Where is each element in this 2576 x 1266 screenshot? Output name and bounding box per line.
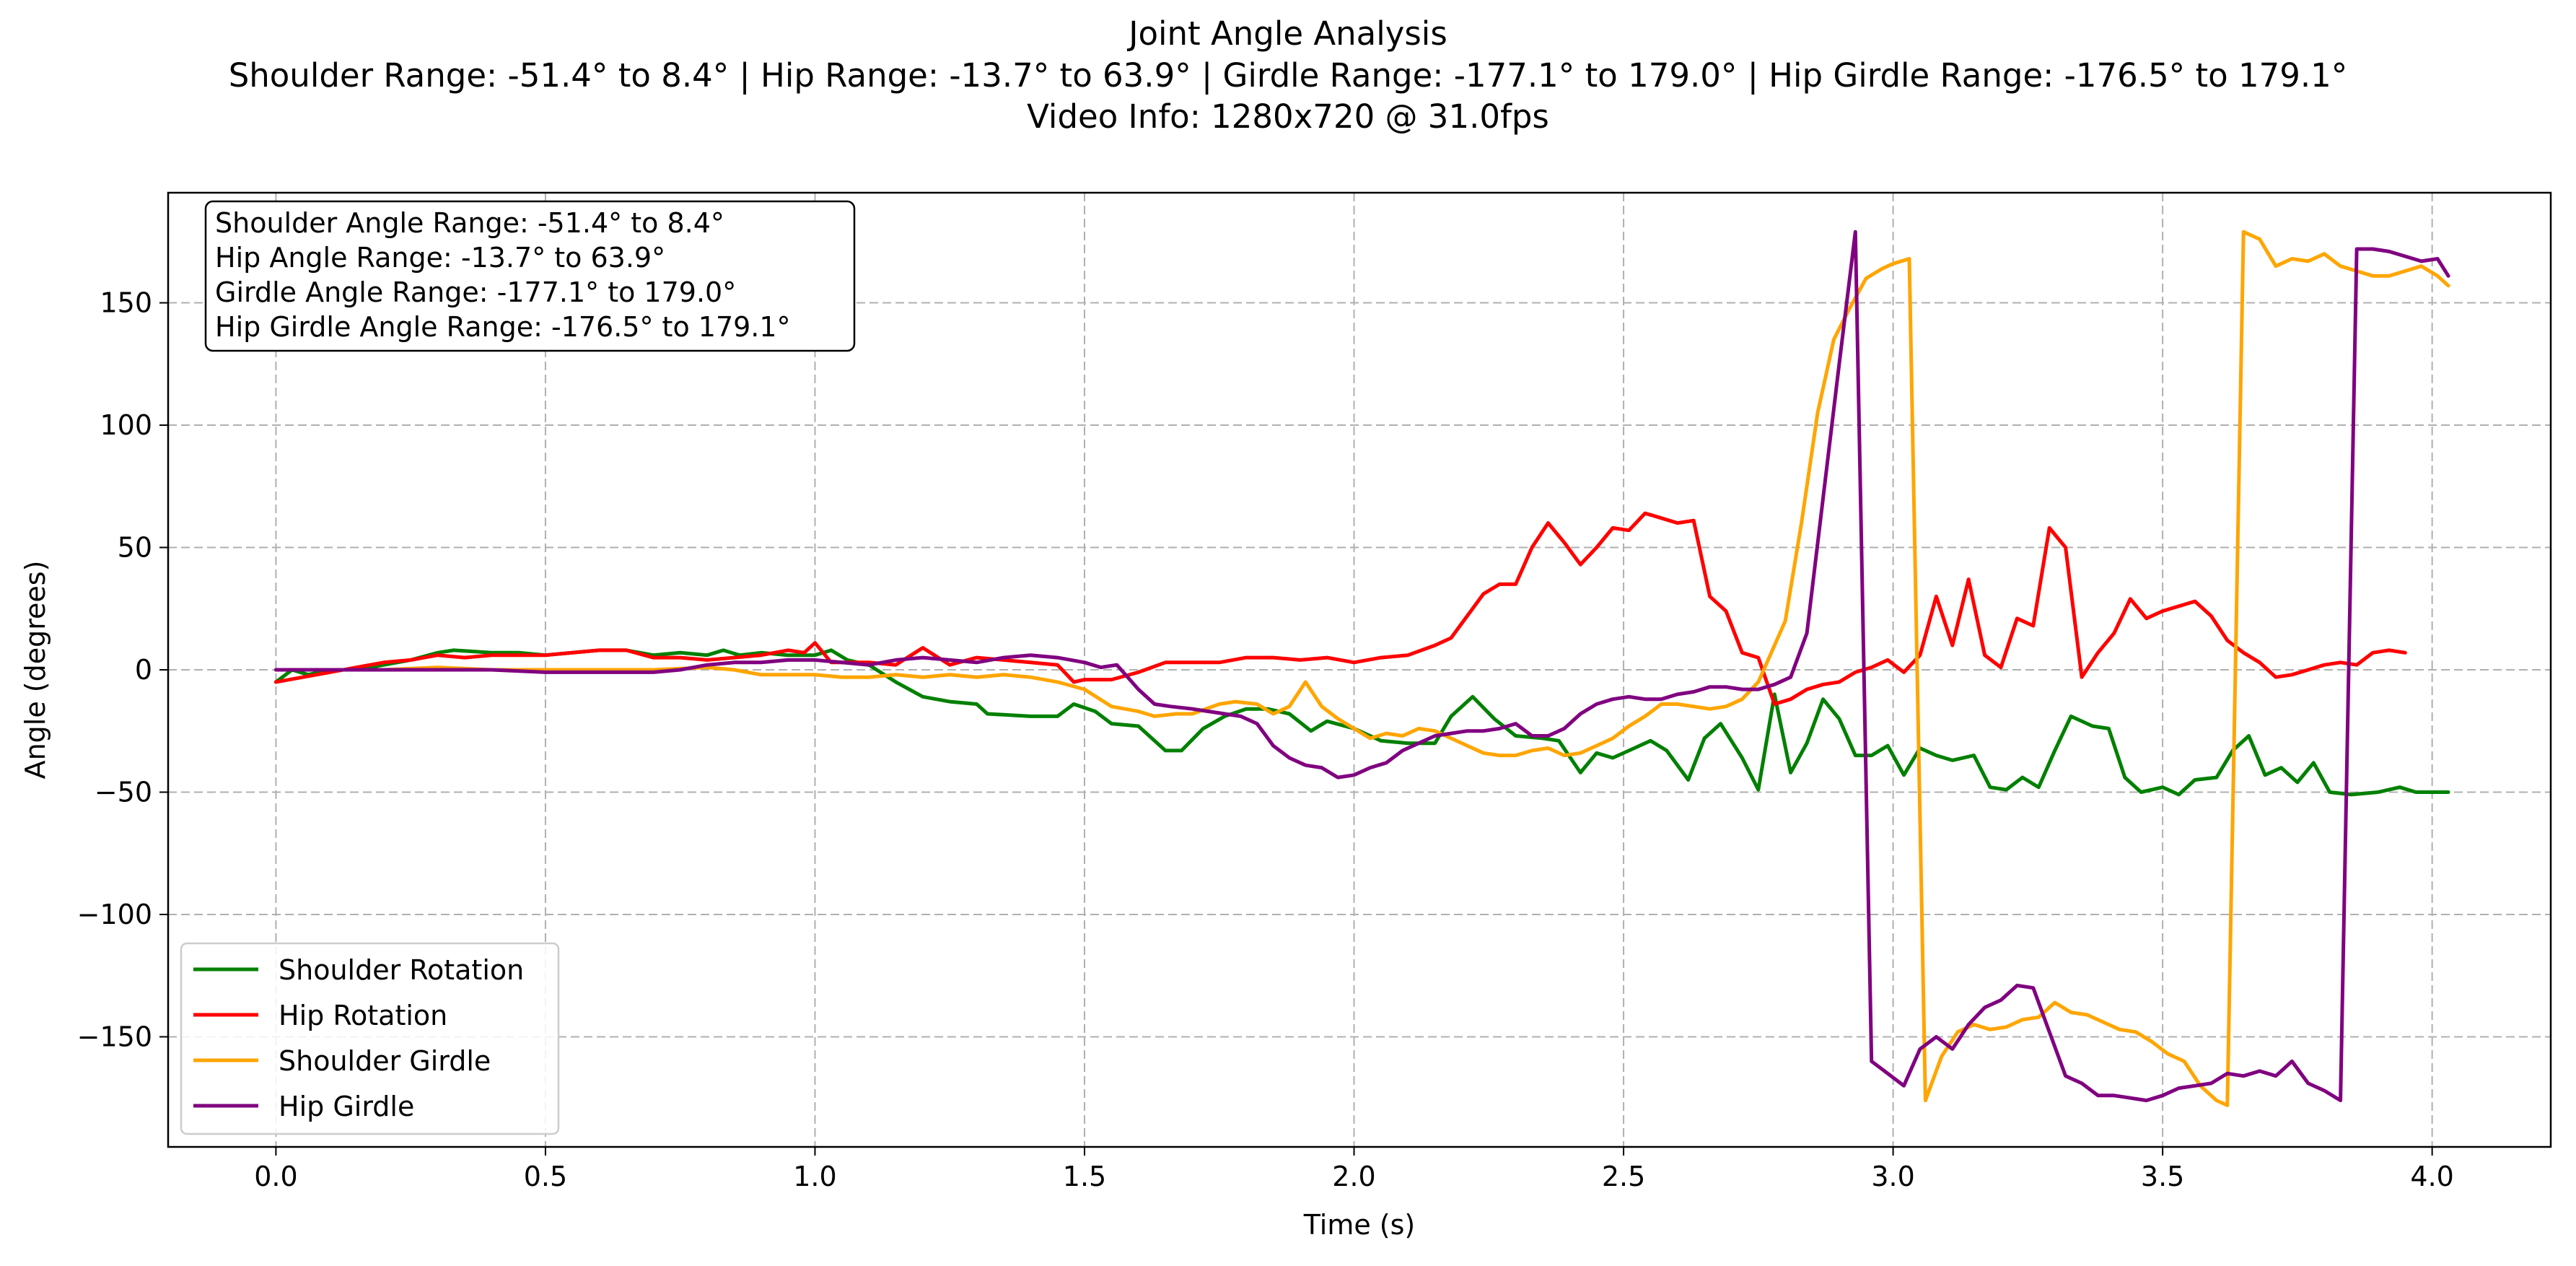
y-tick-label: 100 <box>100 409 152 441</box>
legend-label-hip-rotation: Hip Rotation <box>279 1000 447 1031</box>
x-axis-ticks: 0.0 0.5 1.0 1.5 2.0 2.5 3.0 3.5 4.0 <box>254 1147 2454 1192</box>
info-box-frame <box>204 200 856 352</box>
x-tick-label: 2.5 <box>1602 1161 1645 1192</box>
y-axis-ticks: 150 100 50 0 −50 −100 −150 <box>77 287 168 1052</box>
info-hip-girdle-range: Hip Girdle Angle Range: -176.5° to 179.1… <box>215 311 791 343</box>
series-line-shoulder-girdle <box>273 230 2450 1107</box>
chart-title: Joint Angle Analysis <box>1126 14 1447 53</box>
x-tick-label: 0.0 <box>254 1161 297 1192</box>
series-line-hip-girdle <box>273 230 2450 1103</box>
series-line-shoulder-rotation <box>273 648 2450 797</box>
legend-frame <box>180 942 560 1135</box>
x-tick-label: 2.0 <box>1332 1161 1375 1192</box>
series-lines <box>273 230 2450 1107</box>
x-tick-label: 4.0 <box>2410 1161 2453 1192</box>
x-tick-label: 3.5 <box>2141 1161 2184 1192</box>
info-shoulder-range: Shoulder Angle Range: -51.4° to 8.4° <box>215 207 724 239</box>
plot-area: 0.0 0.5 1.0 1.5 2.0 2.5 3.0 3.5 4.0 150 100 50 0 −50… <box>77 191 2552 1192</box>
range-info-box: Shoulder Angle Range: -51.4° to 8.4° Hip… <box>204 200 856 352</box>
legend-label-shoulder-rotation: Shoulder Rotation <box>279 954 524 986</box>
x-tick-label: 1.0 <box>793 1161 836 1192</box>
chart-subtitle: Shoulder Range: -51.4° to 8.4° | Hip Ran… <box>229 56 2348 95</box>
video-info: Video Info: 1280x720 @ 31.0fps <box>1027 97 1549 136</box>
legend-label-hip-girdle: Hip Girdle <box>279 1091 414 1122</box>
series-line-hip-rotation <box>273 511 2407 706</box>
y-axis-label: Angle (degrees) <box>19 561 51 780</box>
y-tick-label: 50 <box>118 532 152 564</box>
legend-label-shoulder-girdle: Shoulder Girdle <box>279 1045 491 1077</box>
y-tick-label: −150 <box>77 1021 152 1052</box>
y-tick-label: 150 <box>100 287 152 319</box>
y-tick-label: 0 <box>135 654 152 686</box>
x-axis-label: Time (s) <box>1303 1209 1416 1241</box>
x-tick-label: 0.5 <box>524 1161 567 1192</box>
info-girdle-range: Girdle Angle Range: -177.1° to 179.0° <box>215 276 736 308</box>
x-tick-label: 1.5 <box>1063 1161 1106 1192</box>
y-tick-label: −50 <box>95 776 152 808</box>
x-tick-label: 3.0 <box>1871 1161 1914 1192</box>
info-hip-range: Hip Angle Range: -13.7° to 63.9° <box>215 242 665 274</box>
y-tick-label: −100 <box>77 899 152 930</box>
legend: Shoulder Rotation Hip Rotation Shoulder … <box>180 942 560 1135</box>
